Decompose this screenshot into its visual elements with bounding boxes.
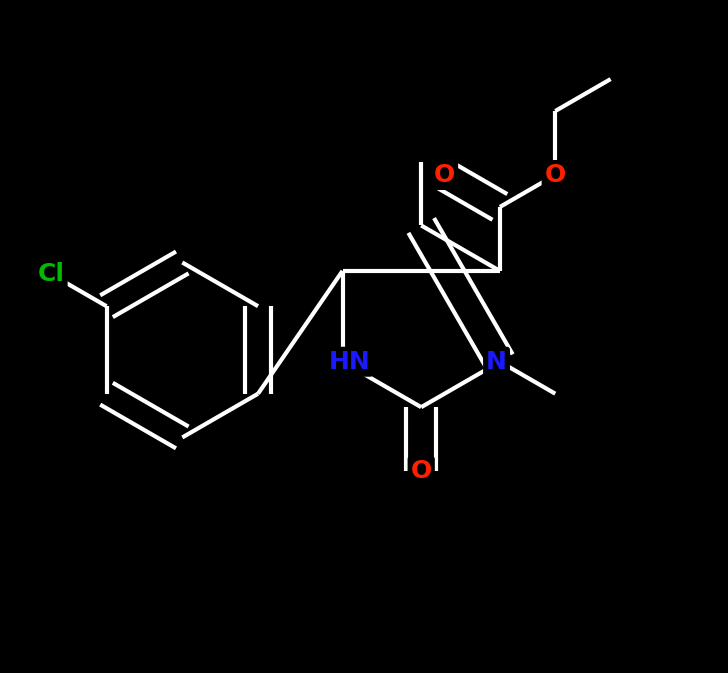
Text: O: O	[434, 163, 455, 187]
Text: N: N	[486, 350, 507, 374]
Text: HN: HN	[328, 350, 370, 374]
Text: Cl: Cl	[38, 262, 65, 286]
Text: O: O	[411, 459, 432, 483]
Text: O: O	[545, 163, 566, 187]
